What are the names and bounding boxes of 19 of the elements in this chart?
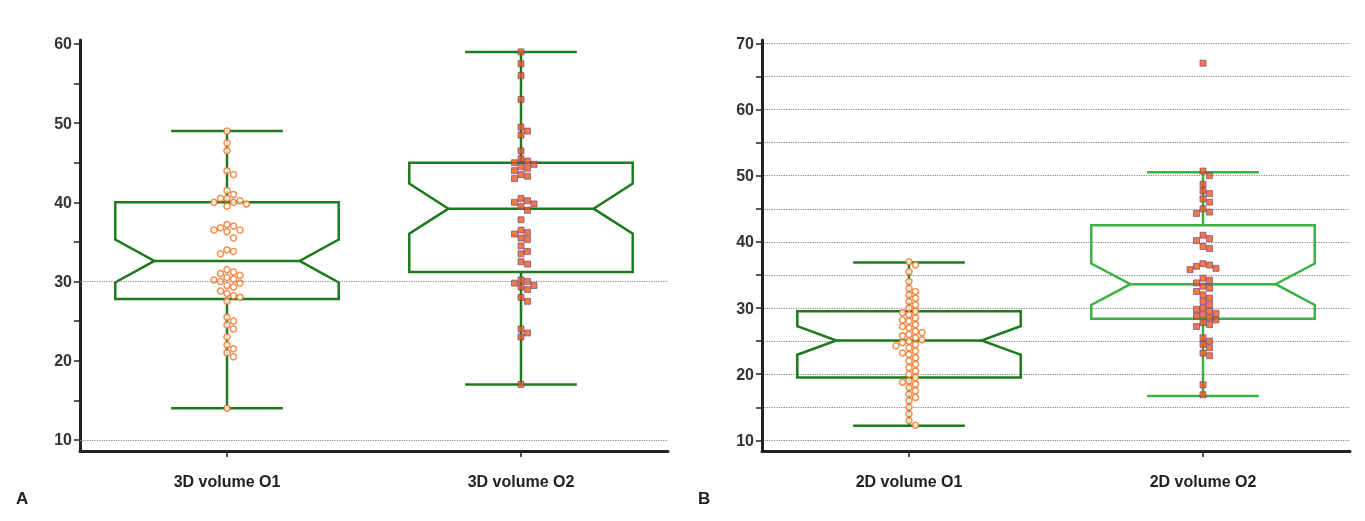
- y-tick-label: 20: [736, 365, 755, 383]
- x-tick-label: 2D volume O1: [855, 472, 963, 490]
- y-tick-label: 40: [54, 193, 73, 211]
- x-tick-label: 3D volume O2: [467, 472, 575, 490]
- y-tick-label: 20: [54, 352, 73, 370]
- text: B: [698, 489, 711, 508]
- y-tick-label: 50: [54, 114, 73, 132]
- y-tick-label: 70: [736, 34, 755, 52]
- y-tick-label: 10: [736, 431, 755, 449]
- y-tick-label: 60: [736, 100, 755, 118]
- y-tick-label: 60: [54, 35, 73, 53]
- y-tick-label: 40: [736, 233, 755, 251]
- x-tick-label: 2D volume O2: [1149, 472, 1257, 490]
- x-tick-label: 3D volume O1: [173, 472, 281, 490]
- text: A: [16, 489, 29, 508]
- y-tick-label: 30: [54, 273, 73, 291]
- y-tick-label: 10: [54, 431, 73, 449]
- y-tick-label: 50: [736, 167, 755, 185]
- y-tick-label: 30: [736, 299, 755, 317]
